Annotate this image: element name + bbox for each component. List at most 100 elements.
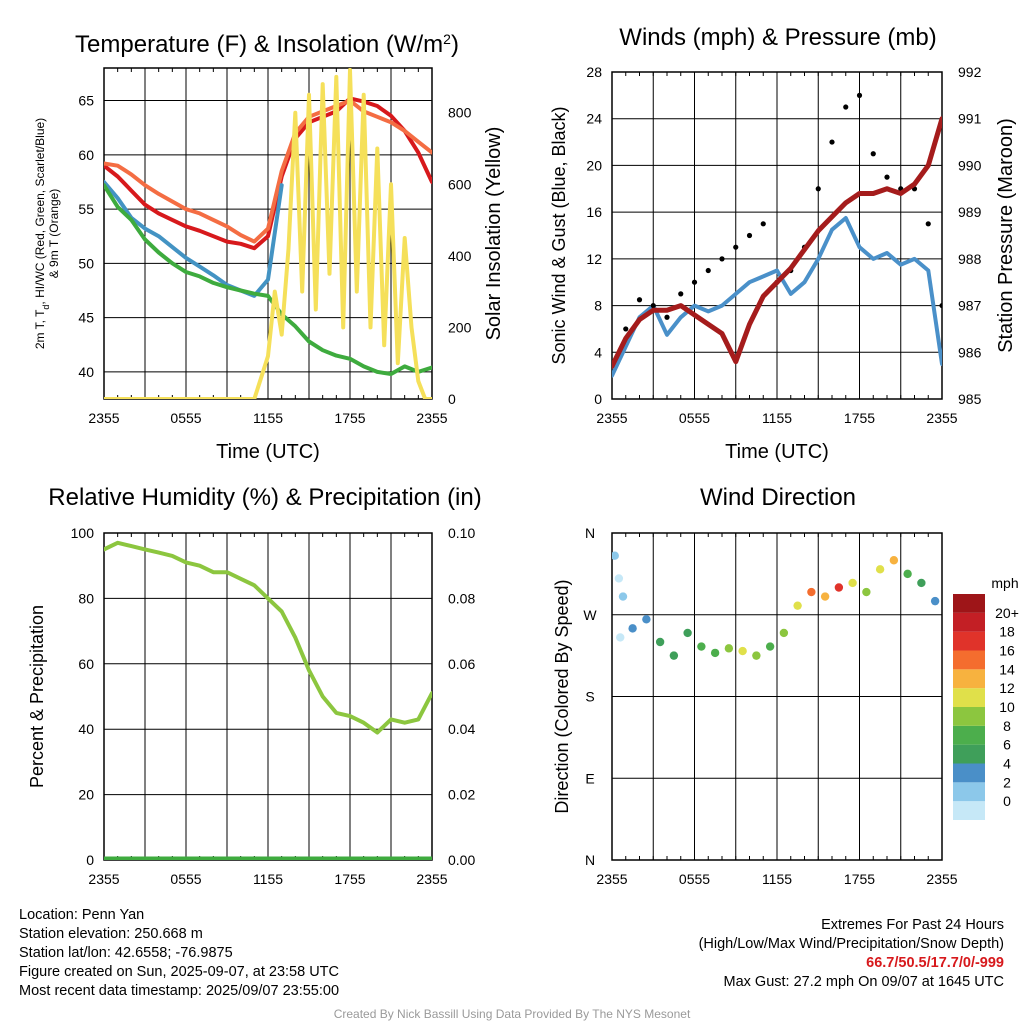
- series-point: [939, 302, 942, 309]
- direction-point: [642, 615, 651, 624]
- series-line-0: [104, 540, 432, 735]
- y2-tick-label: 989: [958, 204, 982, 220]
- direction-point: [628, 624, 637, 633]
- colorbar-swatch: [953, 612, 985, 632]
- colorbar-label: 4: [1003, 756, 1011, 772]
- direction-point: [616, 633, 625, 642]
- x-tick-label: 1155: [762, 871, 792, 887]
- x-axis-label: Time (UTC): [216, 441, 320, 463]
- series-point: [705, 267, 711, 274]
- y-tick-label: 40: [78, 364, 94, 380]
- series-point: [829, 139, 835, 145]
- x-tick-label: 2355: [926, 410, 957, 426]
- series-point: [636, 297, 643, 303]
- direction-point: [614, 574, 624, 583]
- colorbar-label: 6: [1003, 737, 1011, 753]
- series-point: [678, 291, 684, 297]
- y2-tick-label: 986: [958, 344, 982, 360]
- x-tick-label: 1155: [762, 410, 792, 426]
- direction-point: [612, 551, 619, 560]
- y-tick-label: 60: [78, 656, 94, 672]
- colorbar-label: 20+: [995, 605, 1019, 621]
- y-tick-label: 100: [71, 525, 95, 541]
- direction-point: [697, 642, 706, 651]
- y-tick-label: N: [585, 525, 595, 541]
- y2-tick-label: 0.02: [448, 787, 475, 803]
- direction-point: [724, 644, 734, 653]
- series-line-1: [104, 98, 432, 244]
- y2-tick-label: 400: [448, 248, 472, 264]
- location-text: Location: Penn Yan: [19, 907, 145, 923]
- colorbar-label: 10: [999, 699, 1015, 715]
- x-tick-label: 2355: [596, 410, 627, 426]
- y2-tick-label: 987: [958, 298, 982, 314]
- series-point: [843, 104, 849, 110]
- y2-tick-label: 0.04: [448, 721, 475, 737]
- chart-title: Temperature (F) & Insolation (W/m2): [75, 31, 459, 58]
- series-point: [719, 256, 725, 262]
- colorbar-swatch: [953, 725, 985, 745]
- direction-point: [889, 556, 899, 565]
- x-tick-label: 2355: [416, 410, 447, 426]
- colorbar-swatch: [953, 801, 985, 820]
- y-tick-label: 50: [78, 255, 94, 271]
- direction-point: [930, 596, 940, 606]
- y-tick-label: 55: [78, 201, 94, 217]
- direction-point: [903, 569, 912, 579]
- extremes-info: Extremes For Past 24 Hours (High/Low/Max…: [699, 916, 1004, 992]
- series-line-4: [104, 68, 432, 399]
- y2-axis-label: Station Pressure (Maroon): [995, 118, 1017, 353]
- y-tick-label: 80: [78, 590, 94, 606]
- series-group: [104, 540, 432, 860]
- y-tick-label: 45: [78, 310, 94, 326]
- y-tick-label: S: [585, 689, 594, 705]
- y-tick-label: N: [585, 852, 595, 868]
- y2-tick-label: 0.08: [448, 590, 475, 606]
- panel-3: Relative Humidity (%) & Precipitation (i…: [27, 484, 482, 887]
- colorbar-swatch: [953, 650, 985, 670]
- station-info: Location: Penn Yan Station elevation: 25…: [19, 906, 339, 1001]
- direction-point: [710, 648, 720, 658]
- chart-title: Winds (mph) & Pressure (mb): [619, 24, 936, 51]
- y2-tick-label: 600: [448, 176, 472, 192]
- series-point: [815, 186, 821, 192]
- series-point: [746, 232, 753, 239]
- series-line-0: [612, 216, 942, 378]
- x-tick-label: 1155: [253, 410, 283, 426]
- colorbar-swatch: [953, 744, 985, 764]
- series-group: [612, 92, 942, 378]
- chart-title: Relative Humidity (%) & Precipitation (i…: [48, 484, 481, 511]
- y2-tick-label: 988: [958, 251, 982, 267]
- colorbar-label: 16: [999, 643, 1015, 659]
- series-point: [870, 151, 876, 157]
- y2-axis-label: Solar Insolation (Yellow): [483, 127, 505, 341]
- y2-tick-label: 200: [448, 319, 472, 335]
- panel-1: Temperature (F) & Insolation (W/m2) 2355 0…: [33, 31, 505, 463]
- direction-point: [862, 587, 871, 597]
- max-gust-text: Max Gust: 27.2 mph On 09/07 at 1645 UTC: [723, 974, 1004, 990]
- y2-tick-label: 991: [958, 111, 982, 127]
- y-tick-label: W: [583, 607, 597, 623]
- y-axis-label-line2: & 9m T (Orange): [47, 189, 61, 279]
- y-tick-label: 4: [594, 344, 602, 360]
- y2-tick-label: 0.00: [448, 852, 475, 868]
- colorbar-swatch: [953, 631, 985, 651]
- y-tick-label: 24: [586, 111, 602, 127]
- colorbar-label: 2: [1003, 774, 1011, 790]
- x-tick-label: 2355: [416, 871, 447, 887]
- x-axis-label: Time (UTC): [725, 441, 829, 463]
- x-tick-label: 1755: [334, 871, 365, 887]
- y2-tick-label: 0: [448, 391, 456, 407]
- direction-point: [669, 651, 679, 660]
- series-point: [650, 302, 656, 309]
- direction-point: [618, 592, 628, 601]
- colorbar-swatch: [953, 669, 985, 689]
- direction-point: [765, 642, 775, 651]
- y-axis-label: 2m T, Td, HI/WC (Red, Green, Scarlet/Blu…: [33, 118, 51, 349]
- series-line-3: [104, 183, 432, 376]
- y-axis-label: Direction (Colored By Speed): [552, 579, 572, 813]
- direction-point: [779, 628, 789, 638]
- credit-text: Created By Nick Bassill Using Data Provi…: [333, 1007, 691, 1021]
